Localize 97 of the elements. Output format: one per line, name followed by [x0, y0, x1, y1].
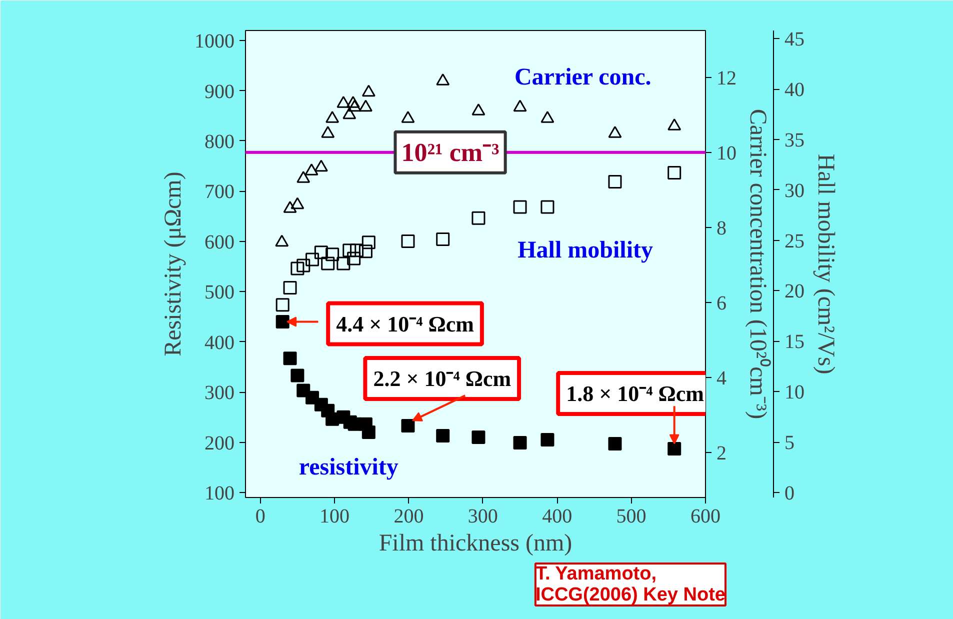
series-label: Hall mobility — [518, 237, 653, 264]
point — [314, 246, 328, 260]
x-tick-label: 500 — [616, 506, 646, 528]
point — [472, 430, 486, 444]
y2-tick-label: 6 — [716, 292, 726, 314]
x-tick-label: 400 — [542, 506, 572, 528]
point — [513, 100, 527, 112]
y3-tick-label: 45 — [784, 28, 804, 51]
y3-tick-label: 10 — [784, 382, 804, 404]
point — [314, 160, 328, 172]
point — [608, 437, 622, 451]
point — [358, 100, 372, 112]
point — [283, 200, 297, 213]
series-label: resistivity — [298, 454, 398, 480]
point — [513, 436, 527, 450]
y-tick-label: 200 — [204, 432, 234, 454]
y-tick-label: 700 — [204, 181, 234, 204]
annotation: 1.8 × 10⁻⁴ Ωcm — [566, 381, 704, 406]
y2-axis-title: Carrier concentration (10²⁰cm⁻³) — [744, 108, 772, 420]
point — [342, 244, 356, 258]
point — [608, 175, 622, 189]
y3-tick-label: 20 — [784, 280, 804, 303]
y-tick-label: 800 — [204, 130, 234, 153]
y3-tick-label: 0 — [784, 482, 794, 504]
point — [362, 84, 376, 97]
point — [296, 258, 310, 272]
point — [472, 103, 486, 116]
point — [326, 248, 340, 262]
point — [668, 442, 682, 456]
point — [321, 126, 335, 138]
point — [350, 244, 364, 258]
y3-tick-label: 40 — [784, 79, 804, 101]
point — [362, 236, 376, 250]
y-tick-label: 500 — [204, 282, 234, 304]
y-tick-label: 1000 — [194, 30, 234, 53]
series-label: Carrier conc. — [514, 64, 652, 91]
point — [276, 298, 290, 312]
point — [540, 433, 554, 447]
y3-tick-label: 35 — [784, 129, 804, 152]
point — [336, 96, 350, 108]
point — [336, 256, 350, 270]
y2-tick-label: 12 — [716, 67, 736, 90]
x-tick-label: 600 — [690, 506, 720, 528]
point — [276, 314, 290, 328]
x-tick-label: 300 — [468, 506, 498, 528]
x-tick-label: 100 — [320, 506, 350, 528]
point — [540, 200, 554, 214]
annotation: 4.4 × 10⁻⁴ Ωcm — [336, 311, 474, 336]
point — [472, 211, 486, 225]
x-tick-label: 0 — [255, 506, 266, 528]
y-tick-label: 100 — [204, 482, 234, 504]
point — [283, 280, 297, 294]
y2-tick-label: 8 — [716, 217, 726, 240]
y-axis-title: Resistivity (μΩcm) — [160, 172, 186, 356]
point — [668, 166, 682, 180]
y2-tick-label: 2 — [716, 442, 726, 464]
point — [401, 110, 415, 123]
ref-line-label: 10²¹ cm⁻³ — [401, 138, 500, 167]
point — [296, 170, 310, 183]
y3-tick-label: 25 — [784, 230, 804, 252]
point — [362, 425, 376, 439]
point — [401, 234, 415, 248]
annotation: 2.2 × 10⁻⁴ Ωcm — [373, 366, 512, 391]
point — [304, 163, 318, 176]
point — [346, 96, 360, 108]
point — [348, 100, 362, 112]
y3-tick-label: 30 — [784, 180, 804, 202]
point — [608, 126, 622, 138]
y3-tick-label: 15 — [784, 331, 804, 354]
y3-axis-title: Hall mobility (cm²/Vs) — [812, 154, 838, 374]
point — [326, 110, 340, 123]
y-tick-label: 900 — [204, 80, 234, 103]
point — [290, 262, 304, 276]
point — [358, 244, 372, 258]
y-tick-label: 400 — [204, 332, 234, 354]
point — [436, 428, 450, 442]
y2-tick-label: 4 — [716, 367, 726, 390]
point — [290, 368, 304, 382]
point — [290, 197, 304, 210]
x-tick-label: 200 — [394, 506, 424, 528]
point — [275, 234, 289, 247]
y3-tick-label: 5 — [784, 432, 794, 454]
y-tick-label: 300 — [204, 382, 234, 404]
point — [342, 107, 356, 120]
point — [283, 352, 297, 366]
point — [347, 252, 361, 266]
point — [321, 256, 335, 270]
point — [540, 110, 554, 123]
point — [436, 73, 450, 86]
x-axis-title: Film thickness (nm) — [378, 530, 572, 556]
point — [306, 252, 320, 266]
point — [436, 232, 450, 246]
y-tick-label: 600 — [204, 231, 234, 254]
point — [668, 118, 682, 130]
point — [401, 418, 415, 432]
point — [513, 200, 527, 214]
y2-tick-label: 10 — [716, 142, 736, 164]
